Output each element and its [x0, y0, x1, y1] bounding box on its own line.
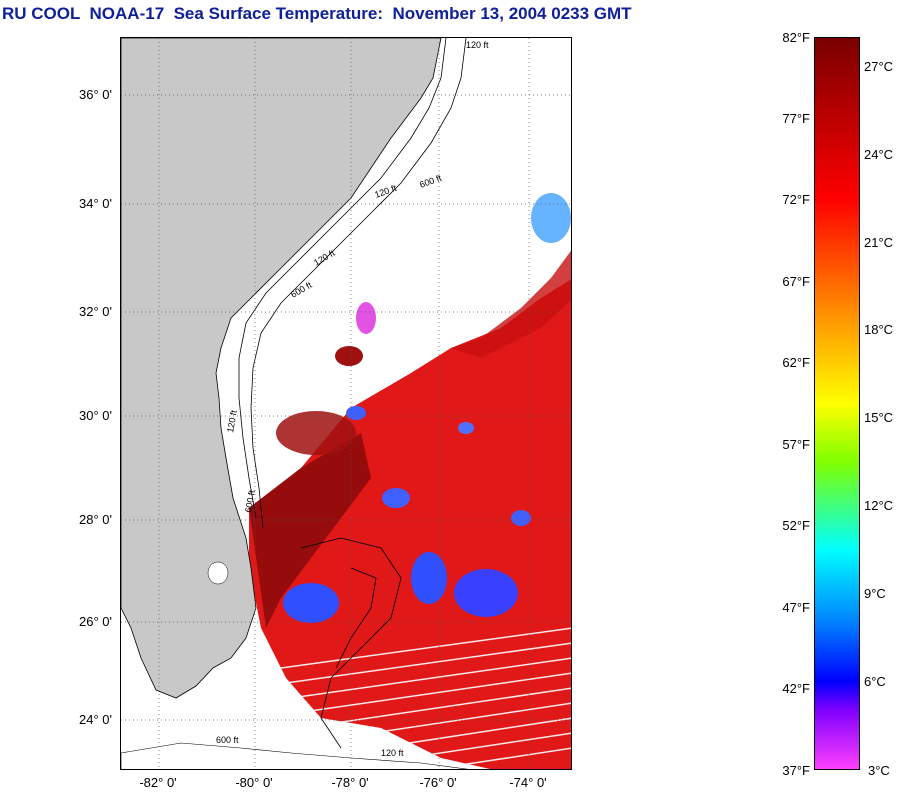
colorbar-fahrenheit-label: 72°F: [782, 192, 810, 207]
depth-label: 120 ft: [373, 183, 398, 200]
colorbar-celsius-label: 24°C: [864, 147, 894, 162]
depth-label: 120 ft: [466, 40, 489, 50]
lon-label: -78° 0': [331, 775, 369, 790]
sst-patch-north-2: [356, 302, 376, 334]
lon-label: -76° 0': [419, 775, 457, 790]
sst-streaks: [280, 627, 571, 769]
graticule: [121, 38, 571, 769]
colorbar-celsius-label: 15°C: [864, 410, 894, 425]
lon-label: -74° 0': [509, 775, 547, 790]
colorbar-fahrenheit-label: 62°F: [782, 355, 810, 370]
sst-north-edge: [451, 250, 571, 358]
colorbar-celsius-label: 3°C: [868, 763, 890, 778]
lat-label: 36° 0': [79, 87, 112, 102]
sst-cool-eddy-3: [454, 569, 518, 617]
depth-label: 600 ft: [216, 735, 239, 745]
sst-patch-north-4: [276, 411, 356, 455]
sst-cool-eddy-4: [382, 488, 410, 508]
sst-cool-eddy-7: [458, 422, 474, 434]
sst-cool-eddy-6: [346, 406, 366, 420]
colorbar-fahrenheit-label: 47°F: [782, 600, 810, 615]
lon-label: -80° 0': [235, 775, 273, 790]
colorbar-celsius-label: 9°C: [864, 586, 886, 601]
lat-label: 26° 0': [79, 614, 112, 629]
depth-label: 120 ft: [381, 748, 404, 758]
depth-contours: [238, 38, 467, 749]
depth-label: 600 ft: [418, 173, 443, 190]
sst-cool-eddy-2: [411, 552, 447, 604]
colorbar-fahrenheit-label: 37°F: [782, 763, 810, 778]
lake-okeechobee: [207, 561, 229, 585]
depth-label: 600 ft: [243, 489, 257, 513]
sst-patch-north-1: [531, 193, 571, 243]
colorbar-fahrenheit-label: 82°F: [782, 30, 810, 45]
colorbar-celsius-label: 6°C: [864, 674, 886, 689]
lat-label: 32° 0': [79, 304, 112, 319]
colorbar-fahrenheit-label: 42°F: [782, 681, 810, 696]
colorbar-celsius-label: 21°C: [864, 235, 894, 250]
map-title: RU COOL NOAA-17 Sea Surface Temperature:…: [2, 4, 632, 23]
lat-label: 30° 0': [79, 408, 112, 423]
land-mass: [121, 38, 442, 699]
sst-warm-region: [249, 279, 571, 769]
colorbar-celsius-label: 18°C: [864, 322, 894, 337]
lon-label: -82° 0': [139, 775, 177, 790]
colorbar-fahrenheit-label: 67°F: [782, 274, 810, 289]
temperature-colorbar: [814, 37, 860, 770]
colorbar-celsius-label: 12°C: [864, 498, 894, 513]
colorbar-fahrenheit-label: 77°F: [782, 111, 810, 126]
sst-dark-red-region: [249, 433, 371, 628]
lat-label: 24° 0': [79, 712, 112, 727]
colorbar-celsius-label: 27°C: [864, 59, 894, 74]
lat-label: 28° 0': [79, 512, 112, 527]
colorbar-fahrenheit-label: 57°F: [782, 437, 810, 452]
sst-cool-eddy-1: [283, 583, 339, 623]
colorbar-fahrenheit-label: 52°F: [782, 518, 810, 533]
depth-label: 120 ft: [225, 409, 239, 433]
sst-patch-north-3: [335, 346, 363, 366]
sst-cool-eddy-5: [511, 510, 531, 526]
lat-label: 34° 0': [79, 196, 112, 211]
sst-map: 120 ft 600 ft 120 ft 600 ft 120 ft 600 f…: [120, 37, 572, 770]
